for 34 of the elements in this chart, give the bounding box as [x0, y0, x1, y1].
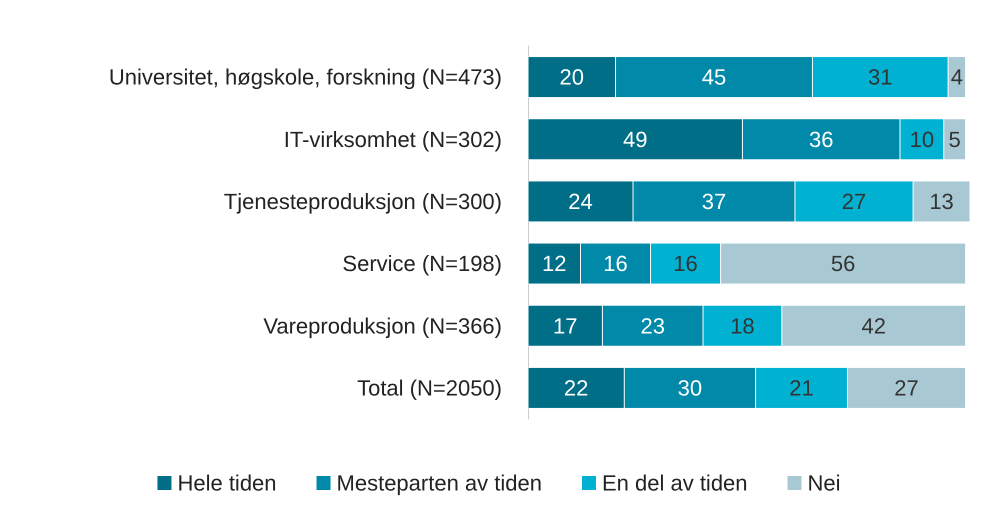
data-label: 37: [702, 188, 726, 214]
data-label: 16: [673, 251, 698, 276]
data-label: 21: [789, 375, 814, 400]
data-label: 27: [894, 375, 919, 400]
legend-label: Nei: [808, 470, 841, 496]
data-label: 24: [568, 188, 593, 214]
y-tick-label: Universitet, høgskole, forskning (N=473): [108, 64, 502, 90]
data-label: 56: [830, 251, 856, 276]
data-label: 16: [603, 251, 628, 276]
y-tick-label: Total (N=2050): [357, 375, 502, 400]
data-label: 17: [552, 313, 578, 338]
y-tick-label: IT-virksomhet (N=302): [284, 126, 502, 152]
legend-label: En del av tiden: [602, 470, 748, 496]
data-label: 36: [808, 126, 834, 152]
data-label: 4: [950, 64, 963, 90]
y-tick-label: Service (N=198): [342, 251, 502, 276]
y-tick-label: Tjenesteproduksjon (N=300): [224, 188, 502, 214]
legend-label: Mesteparten av tiden: [336, 470, 542, 496]
data-label: 49: [622, 126, 648, 152]
data-label: 20: [560, 64, 584, 90]
data-label: 12: [542, 251, 566, 276]
data-label: 23: [640, 313, 665, 338]
data-label: 45: [702, 64, 726, 90]
data-label: 5: [948, 126, 961, 152]
data-label: 13: [929, 188, 954, 214]
data-label: 42: [861, 313, 886, 338]
data-label: 22: [564, 375, 588, 400]
y-tick-label: Vareproduksjon (N=366): [263, 313, 502, 338]
data-label: 31: [868, 64, 893, 90]
data-label: 18: [730, 313, 755, 338]
data-label: 10: [910, 126, 934, 152]
data-label: 30: [678, 375, 702, 400]
data-label: 27: [842, 188, 866, 214]
legend-label: Hele tiden: [177, 470, 277, 496]
